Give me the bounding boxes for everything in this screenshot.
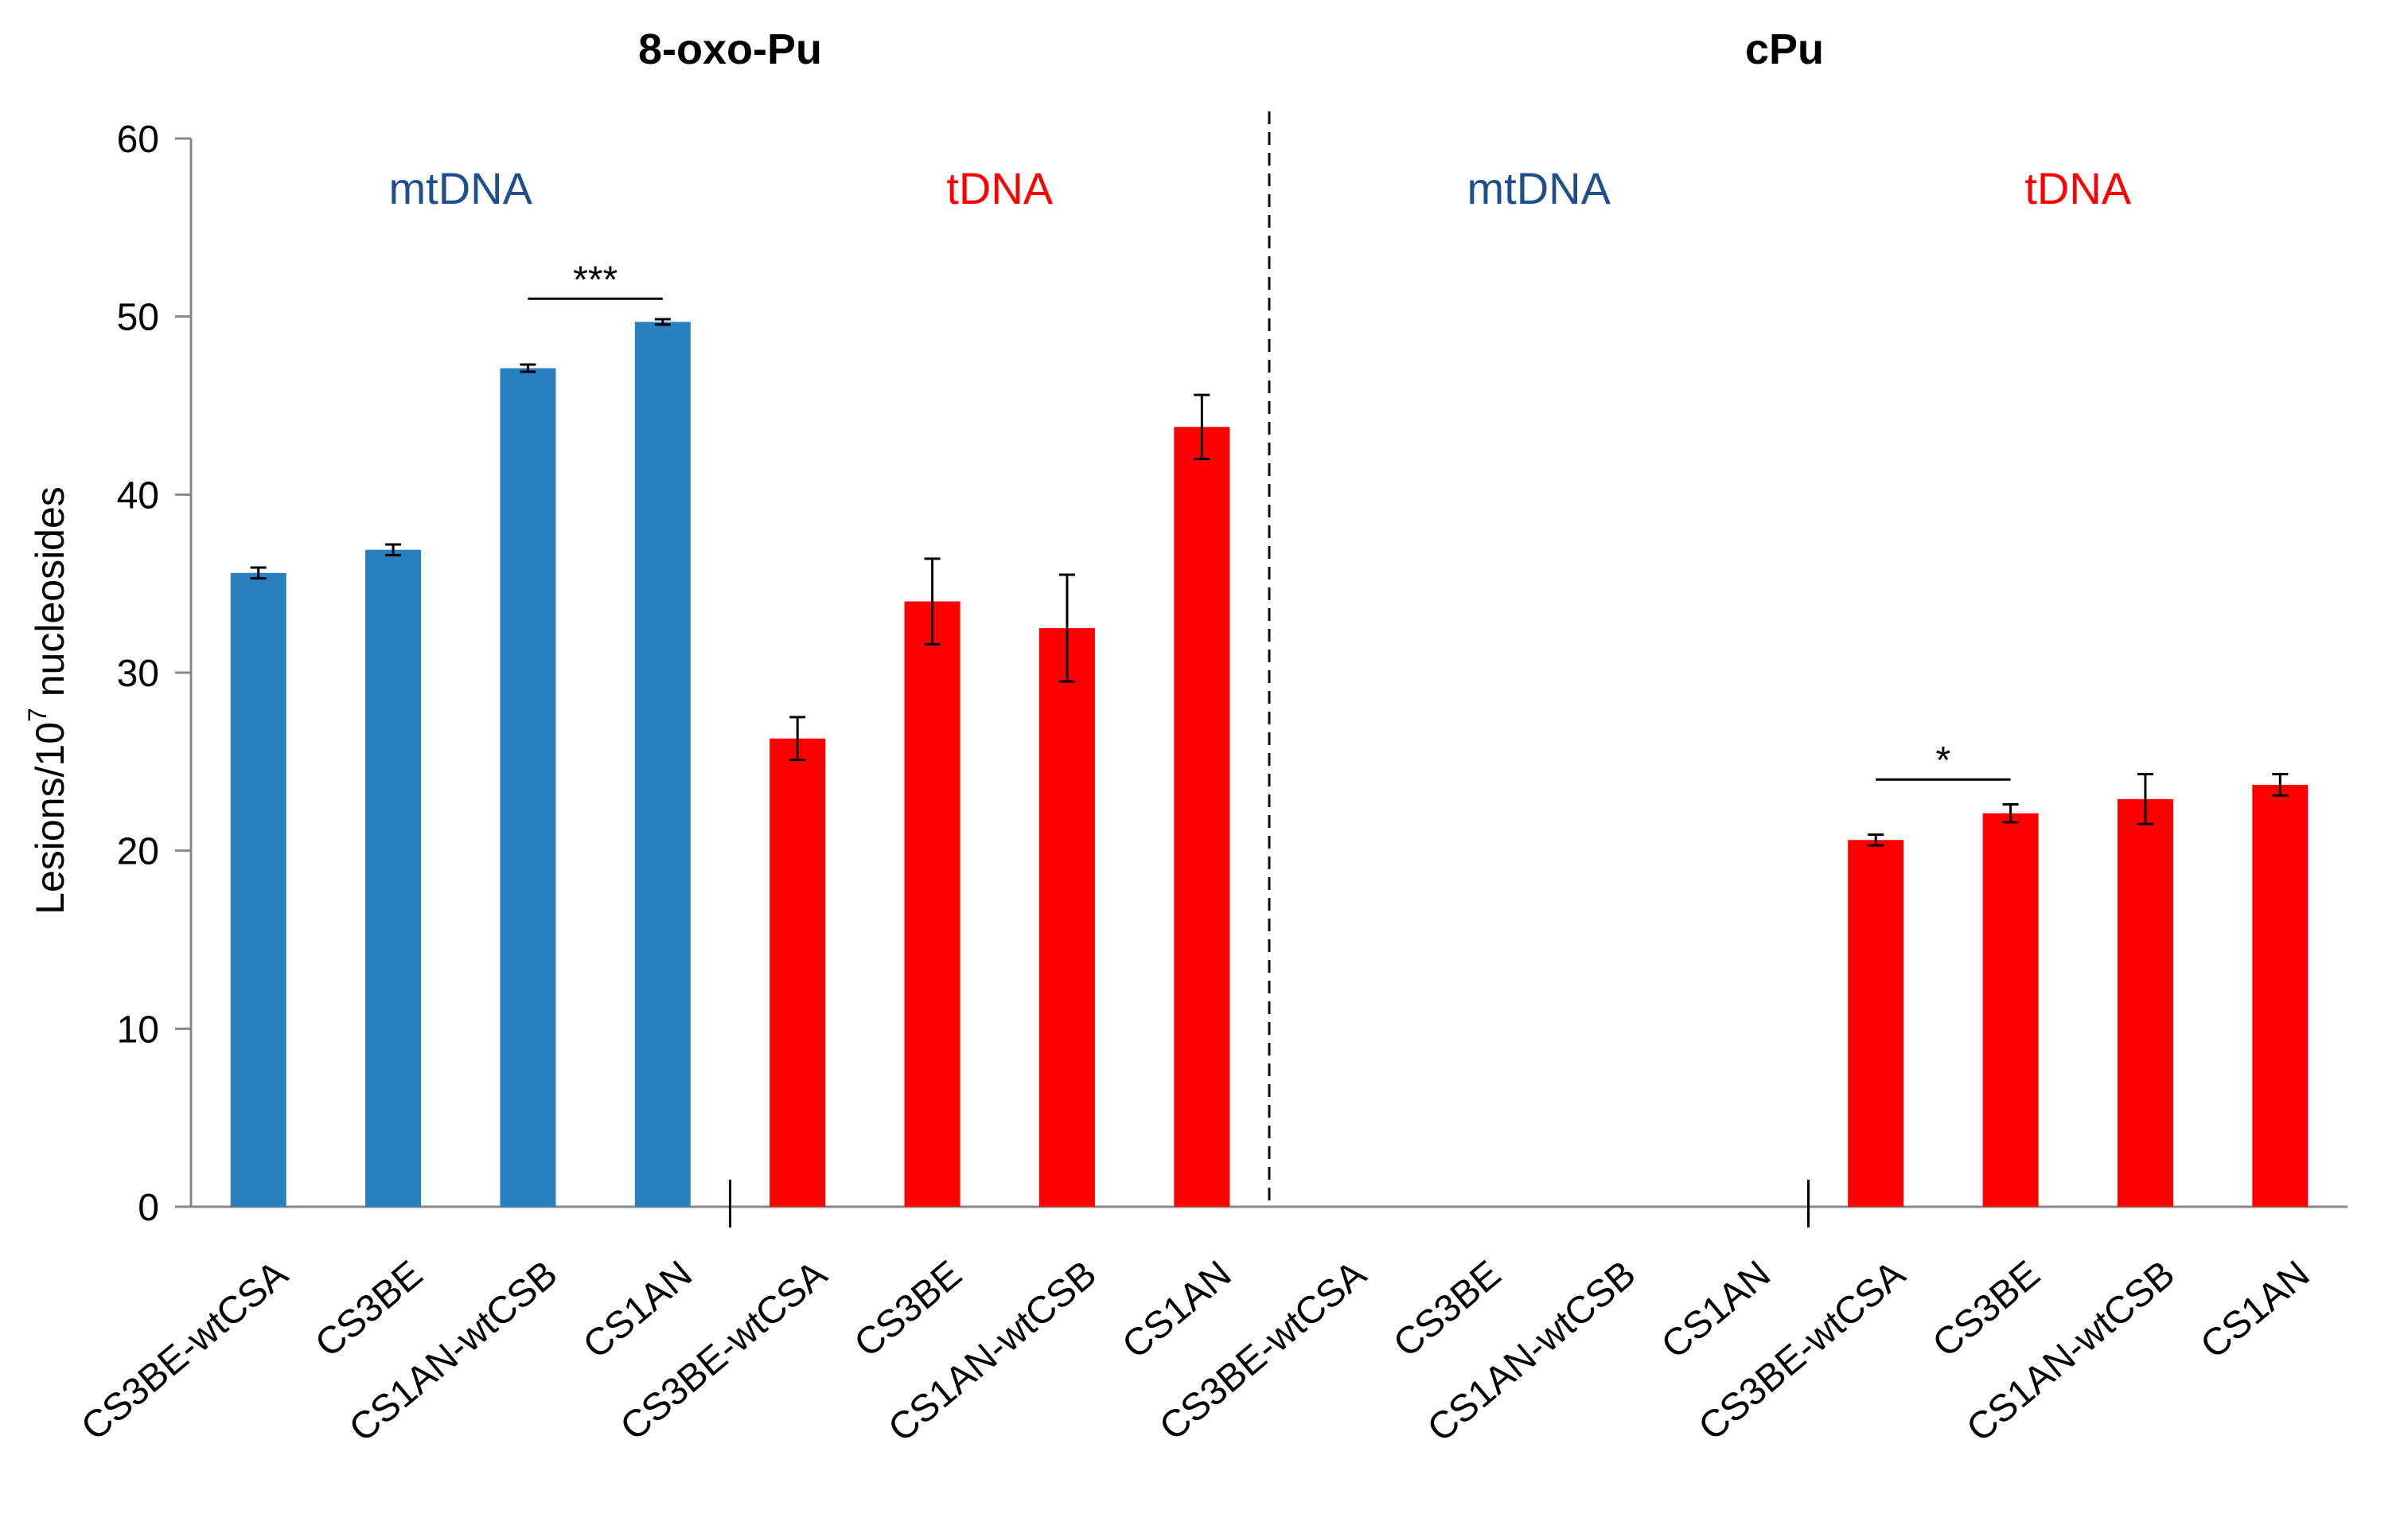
bar [1848,840,1904,1207]
x-tick-label: CS3BE [847,1253,970,1366]
y-tick-label: 30 [117,653,159,695]
x-tick-label: CS1AN [1654,1253,1779,1367]
x-tick-label: CS3BE [307,1253,431,1366]
group-label-mtdna: mtDNA [1467,163,1611,213]
bar [634,322,691,1207]
bar [1174,427,1230,1207]
significance-label: *** [573,259,618,301]
bar [500,368,556,1207]
bar [2252,784,2309,1207]
y-axis-label-suffix: nucleosides [28,486,72,708]
panel-title: cPu [1745,25,1824,73]
y-tick-label: 50 [117,297,159,339]
bar [770,738,826,1207]
x-tick-label: CS1AN [2193,1253,2318,1367]
y-tick-label: 60 [117,119,159,161]
x-tick-label: CS3BE-wtCSA [73,1253,295,1449]
y-tick-label: 10 [117,1009,159,1051]
x-tick-label: CS1AN [575,1253,700,1367]
y-tick-label: 40 [117,474,159,517]
y-axis-label-main: Lesions/10 [28,722,72,915]
bar [904,601,960,1207]
y-axis-label: Lesions/107 nucleosides [23,486,72,915]
bar [365,549,422,1207]
group-label-tdna: tDNA [2024,163,2131,213]
bar [1982,813,2039,1207]
panel-title: 8-oxo-Pu [638,25,822,73]
bar [1038,628,1095,1207]
y-tick-label: 0 [138,1187,159,1229]
y-tick-label: 20 [117,831,159,873]
significance-label: * [1936,739,1951,782]
x-tick-label: CS1AN [1115,1253,1240,1367]
group-label-mtdna: mtDNA [389,163,533,213]
x-tick-label: CS3BE [1385,1253,1509,1366]
group-label-tdna: tDNA [946,163,1053,213]
x-tick-label: CS3BE [1925,1253,2048,1366]
bars [230,318,2309,1207]
bar [230,572,286,1207]
bar [2117,798,2173,1207]
y-axis-label-superscript: 7 [23,708,52,722]
